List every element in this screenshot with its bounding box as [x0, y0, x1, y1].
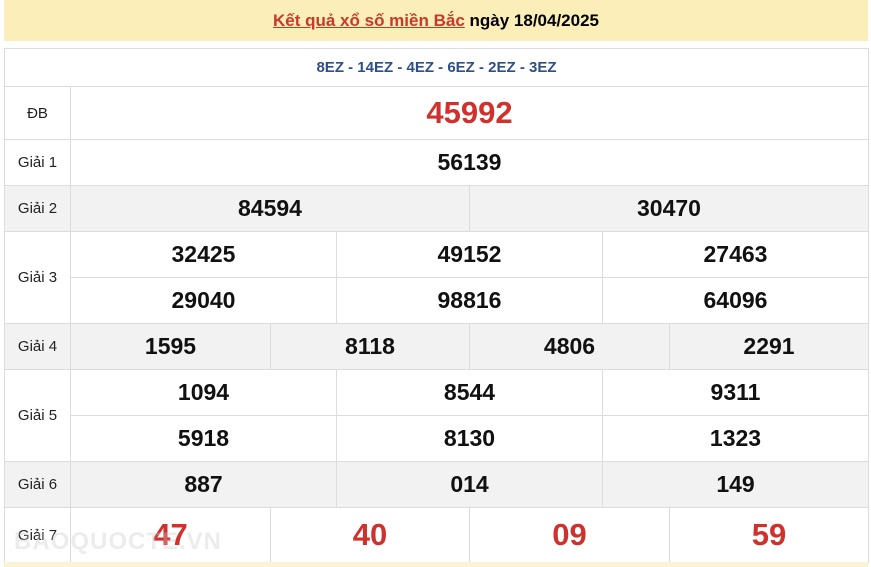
- prize-number-g5: 1094: [70, 369, 337, 416]
- prize-label-g2: Giải 2: [4, 185, 71, 232]
- prize-number-g3: 29040: [70, 277, 337, 324]
- prize-number-g5: 8130: [336, 415, 603, 462]
- prize-number-g4: 8118: [270, 323, 470, 370]
- prize-number-g5: 8544: [336, 369, 603, 416]
- prize-number-g3: 98816: [336, 277, 603, 324]
- prize-number-g7: 59: [669, 507, 869, 563]
- title-link[interactable]: Kết quả xổ số miền Bắc: [273, 11, 465, 30]
- prize-number-g5: 5918: [70, 415, 337, 462]
- prize-label-g1: Giải 1: [4, 139, 71, 186]
- region-codes: 8EZ - 14EZ - 4EZ - 6EZ - 2EZ - 3EZ: [4, 48, 869, 87]
- prize-number-g2: 30470: [469, 185, 869, 232]
- prize-number-g1: 56139: [70, 139, 869, 186]
- prize-number-g6: 149: [602, 461, 869, 508]
- prize-number-g3: 64096: [602, 277, 869, 324]
- bottom-strip: [4, 562, 868, 567]
- prize-number-g3: 49152: [336, 231, 603, 278]
- title-date: ngày 18/04/2025: [464, 11, 600, 30]
- prize-number-g3: 32425: [70, 231, 337, 278]
- prize-number-g6: 887: [70, 461, 337, 508]
- prize-number-g2: 84594: [70, 185, 470, 232]
- watermark: BAOQUOCTE.VN: [14, 528, 223, 555]
- prize-number-g4: 1595: [70, 323, 271, 370]
- prize-number-db: 45992: [70, 86, 869, 140]
- prize-label-g4: Giải 4: [4, 323, 71, 370]
- prize-number-g6: 014: [336, 461, 603, 508]
- prize-label-g3: Giải 3: [4, 231, 71, 324]
- prize-label-db: ĐB: [4, 86, 71, 140]
- prize-label-g6: Giải 6: [4, 461, 71, 508]
- prize-number-g4: 4806: [469, 323, 670, 370]
- prize-number-g4: 2291: [669, 323, 869, 370]
- prize-number-g7: 40: [270, 507, 470, 563]
- prize-label-g5: Giải 5: [4, 369, 71, 462]
- page-header: Kết quả xổ số miền Bắc ngày 18/04/2025: [4, 0, 868, 41]
- prize-number-g5: 9311: [602, 369, 869, 416]
- prize-number-g5: 1323: [602, 415, 869, 462]
- prize-number-g7: 09: [469, 507, 670, 563]
- prize-number-g3: 27463: [602, 231, 869, 278]
